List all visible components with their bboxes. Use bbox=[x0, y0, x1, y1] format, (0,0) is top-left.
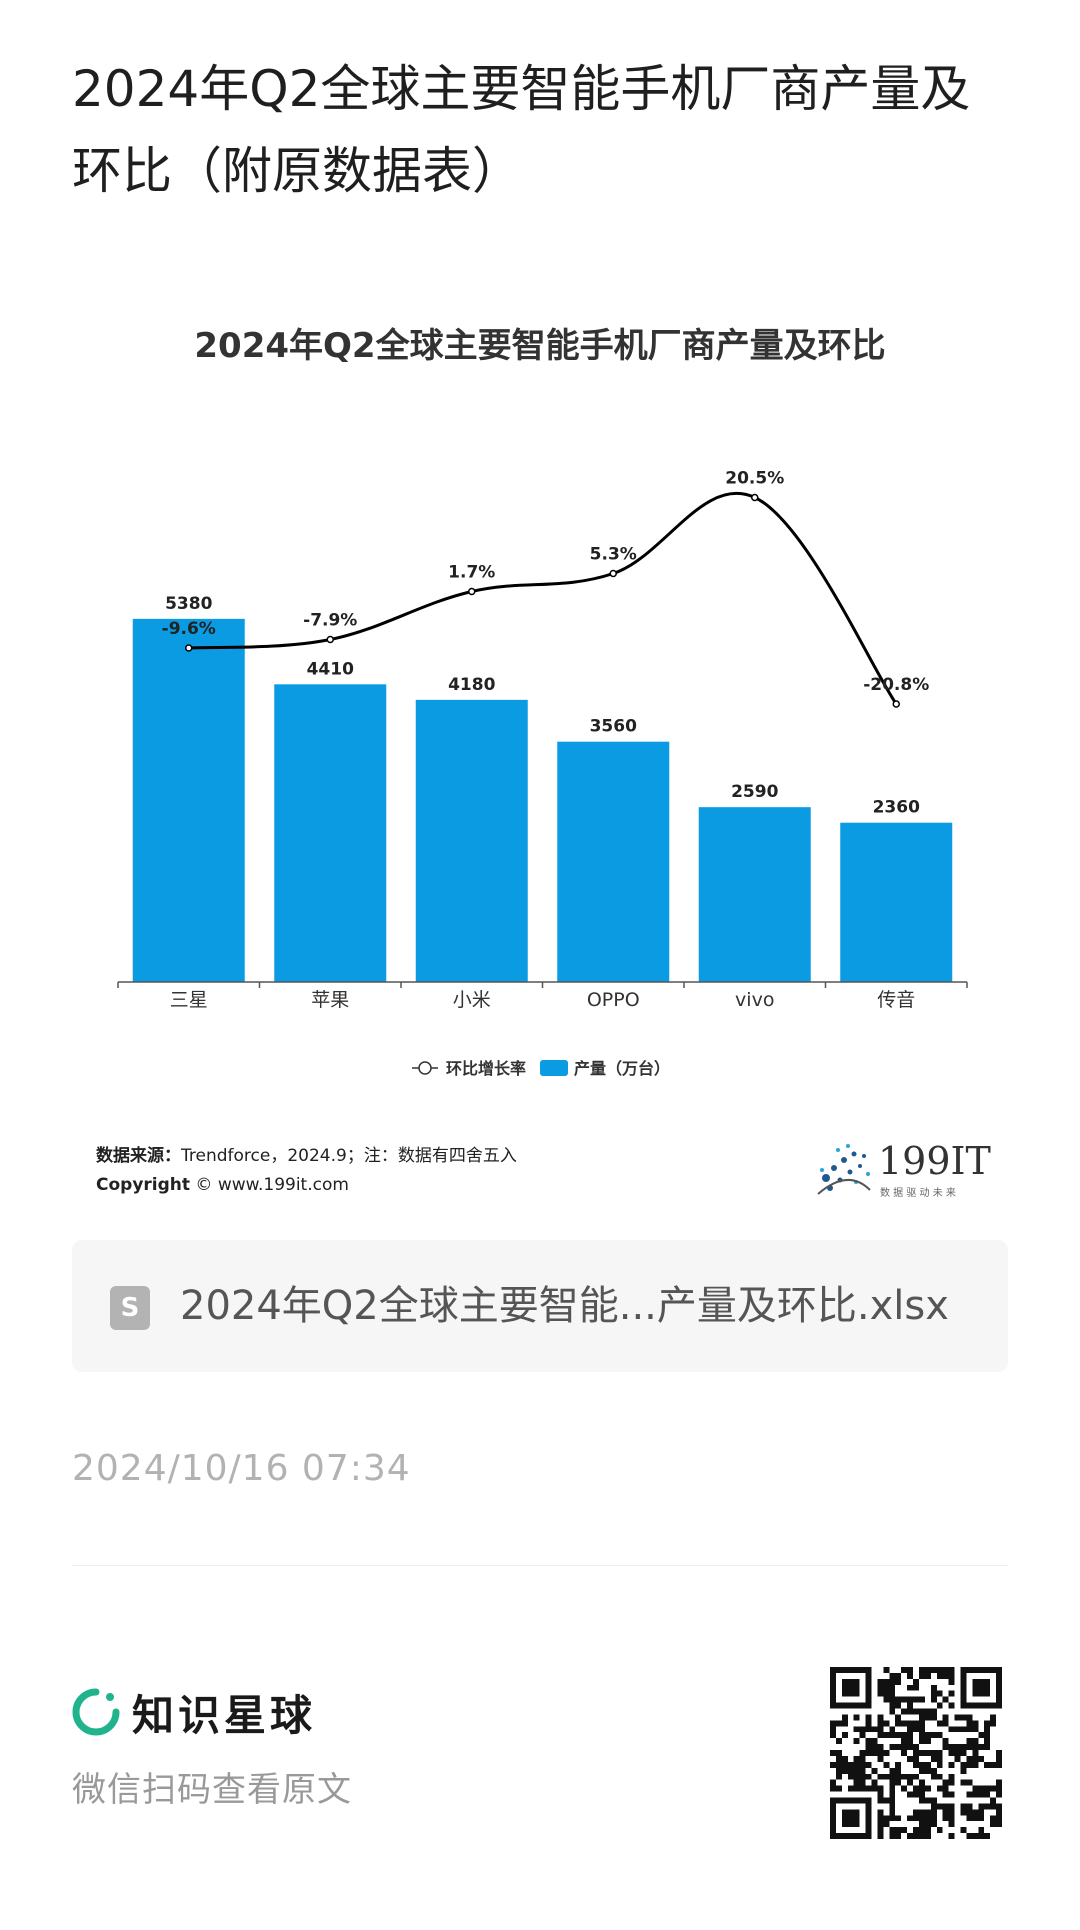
bar-小米 bbox=[415, 699, 528, 982]
growth-rate-line bbox=[188, 491, 898, 705]
bar-value-label: 2360 bbox=[873, 798, 920, 818]
x-tick-label: 苹果 bbox=[311, 989, 349, 1011]
divider bbox=[72, 1565, 1008, 1566]
growth-point-传音 bbox=[892, 700, 900, 708]
svg-text:199IT: 199IT bbox=[878, 1139, 991, 1183]
bar-三星 bbox=[132, 618, 245, 982]
legend-label-growth: 环比增长率 bbox=[446, 1059, 526, 1078]
source-note: 数据来源：Trendforce，2024.9；注：数据有四舍五入 Copyrig… bbox=[96, 1142, 517, 1200]
page-title: 2024年Q2全球主要智能手机厂商产量及环比（附原数据表） bbox=[72, 60, 971, 200]
footer-brand-name: 知识星球 bbox=[132, 1691, 317, 1740]
growth-value-label: 5.3% bbox=[590, 545, 637, 565]
bar-value-label: 4410 bbox=[307, 659, 354, 679]
growth-value-label: 20.5% bbox=[725, 469, 784, 489]
svg-text:数 据 驱 动 未 来: 数 据 驱 动 未 来 bbox=[880, 1186, 956, 1199]
x-tick-label: 小米 bbox=[453, 989, 491, 1011]
growth-value-label: -9.6% bbox=[162, 619, 216, 639]
legend-label-output: 产量（万台） bbox=[574, 1059, 670, 1078]
attachment-file-name[interactable]: 2024年Q2全球主要智能...产量及环比.xlsx bbox=[180, 1283, 949, 1329]
post-timestamp: 2024/10/16 07:34 bbox=[72, 1448, 411, 1489]
legend: 环比增长率 产量（万台） bbox=[412, 1059, 670, 1078]
chart-svg: 5380 4410 4180 3560 2590 2360 三星 苹果 小米 OPPO vivo 传… bbox=[117, 469, 968, 1078]
brand-logo-icon: 199IT 数 据 驱 动 未 来 bbox=[817, 1139, 991, 1199]
bar-value-label: 4180 bbox=[448, 675, 495, 695]
growth-value-label: -20.8% bbox=[863, 675, 929, 695]
bar-value-label: 5380 bbox=[165, 594, 212, 614]
growth-value-label: 1.7% bbox=[448, 563, 495, 583]
growth-value-label: -7.9% bbox=[303, 611, 357, 631]
bar-vivo bbox=[698, 807, 811, 982]
bar-苹果 bbox=[274, 684, 387, 982]
x-tick-label: 三星 bbox=[170, 989, 208, 1011]
growth-point-小米 bbox=[468, 587, 476, 596]
legend-line-marker bbox=[418, 1061, 432, 1075]
growth-point-苹果 bbox=[326, 635, 334, 644]
x-tick-label: 传音 bbox=[877, 989, 915, 1011]
growth-point-OPPO bbox=[609, 569, 617, 578]
growth-line-layer: -9.6% -7.9% 1.7% 5.3% 20.5% -20.8% bbox=[162, 469, 929, 708]
spreadsheet-file-icon: S bbox=[110, 1286, 150, 1330]
chart-title: 2024年Q2全球主要智能手机厂商产量及环比 bbox=[194, 326, 886, 366]
bar-OPPO bbox=[557, 741, 670, 982]
copyright-label: Copyright bbox=[96, 1175, 191, 1195]
x-tick-label: vivo bbox=[735, 989, 774, 1011]
growth-point-vivo bbox=[751, 493, 759, 502]
qr-code-icon[interactable] bbox=[830, 1667, 1002, 1839]
x-axis: 三星 苹果 小米 OPPO vivo 传音 bbox=[117, 981, 968, 1011]
bar-value-label: 2590 bbox=[731, 782, 778, 802]
scan-hint-text: 微信扫码查看原文 bbox=[72, 1770, 352, 1810]
legend-bar-swatch bbox=[540, 1060, 568, 1076]
bar-传音 bbox=[840, 822, 953, 982]
bar-value-label: 3560 bbox=[590, 717, 637, 737]
growth-point-三星 bbox=[185, 644, 193, 652]
chart-card: 2024年Q2全球主要智能手机厂商产量及环比 5380 4410 4180 3560 2… bbox=[72, 290, 1008, 1220]
source-label: 数据来源： bbox=[96, 1146, 181, 1166]
copyright-text: © www.199it.com bbox=[195, 1175, 349, 1195]
attachment-file-card[interactable]: S 2024年Q2全球主要智能...产量及环比.xlsx bbox=[72, 1240, 1008, 1372]
source-text: Trendforce，2024.9；注：数据有四舍五入 bbox=[181, 1146, 517, 1166]
zsxq-logo-icon bbox=[72, 1688, 120, 1736]
x-tick-label: OPPO bbox=[587, 989, 640, 1011]
bars-layer: 5380 4410 4180 3560 2590 2360 bbox=[132, 594, 953, 982]
